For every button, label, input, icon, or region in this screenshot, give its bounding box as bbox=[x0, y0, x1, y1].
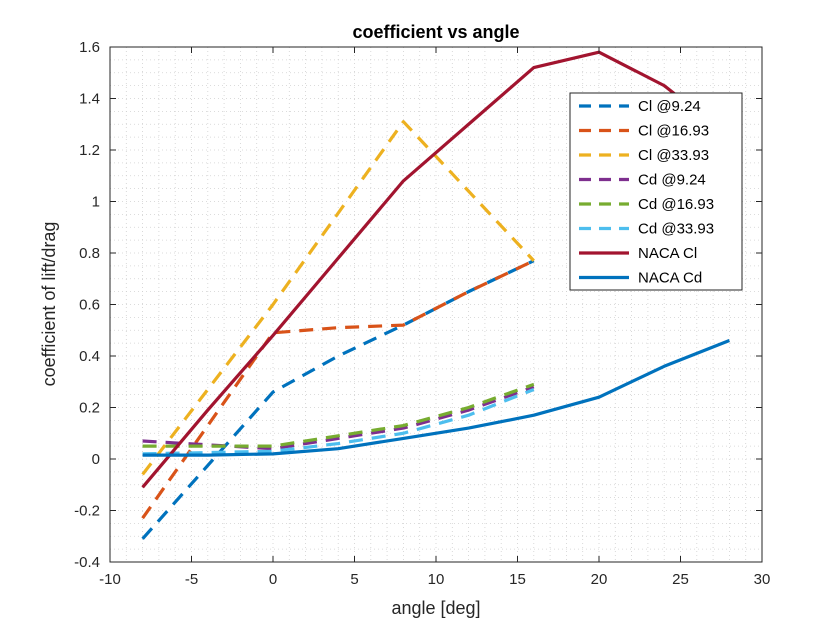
series-line-naca-cl bbox=[141, 50, 731, 489]
x-tick-label: 5 bbox=[350, 571, 358, 588]
y-tick-label: 1 bbox=[92, 194, 100, 211]
series-line-cl-9-24 bbox=[141, 259, 535, 540]
legend-label: Cl @33.93 bbox=[638, 147, 709, 164]
x-tick-label: 10 bbox=[428, 571, 445, 588]
legend-label: Cl @9.24 bbox=[638, 98, 701, 115]
x-axis-label: angle [deg] bbox=[391, 598, 480, 618]
y-tick-label: -0.4 bbox=[74, 554, 100, 571]
legend-label: NACA Cl bbox=[638, 245, 697, 262]
y-tick-label: -0.2 bbox=[74, 503, 100, 520]
tick-labels: -10 -5 0 5 10 15 20 25 30 -0.4 -0.2 0 0.2 0.4 0.6 0.8 1 1… bbox=[74, 39, 770, 588]
series-line-cl-33-93 bbox=[141, 120, 535, 476]
legend-label: Cd @33.93 bbox=[638, 221, 714, 238]
legend-label: Cl @16.93 bbox=[638, 123, 709, 140]
y-tick-label: 0.8 bbox=[79, 245, 100, 262]
x-tick-label: 15 bbox=[509, 571, 526, 588]
legend-box bbox=[569, 92, 743, 291]
y-tick-label: 1.6 bbox=[79, 39, 100, 56]
series-line-cl-16-93 bbox=[141, 259, 535, 520]
ticks bbox=[109, 46, 763, 563]
y-tick-label: 1.2 bbox=[79, 142, 100, 159]
y-tick-label: 1.4 bbox=[79, 91, 100, 108]
y-tick-label: 0.2 bbox=[79, 400, 100, 417]
legend-label: Cd @16.93 bbox=[638, 196, 714, 213]
series-layer bbox=[141, 50, 731, 540]
legend: Cl @9.24 Cl @16.93 Cl @33.93 Cd @9.24 Cd @16… bbox=[569, 92, 743, 291]
series-line-naca-cd bbox=[142, 339, 730, 457]
y-tick-label: 0.4 bbox=[79, 348, 100, 365]
x-tick-label: -5 bbox=[185, 571, 198, 588]
y-tick-label: 0.6 bbox=[79, 297, 100, 314]
y-tick-label: 0 bbox=[92, 451, 100, 468]
x-tick-label: -10 bbox=[99, 571, 121, 588]
chart-title: coefficient vs angle bbox=[352, 22, 519, 42]
legend-label: NACA Cd bbox=[638, 270, 702, 287]
x-tick-label: 25 bbox=[672, 571, 689, 588]
legend-label: Cd @9.24 bbox=[638, 172, 706, 189]
y-axis-label: coefficient of lift/drag bbox=[39, 222, 59, 387]
x-tick-label: 20 bbox=[591, 571, 608, 588]
x-tick-label: 0 bbox=[269, 571, 277, 588]
x-tick-label: 30 bbox=[754, 571, 771, 588]
